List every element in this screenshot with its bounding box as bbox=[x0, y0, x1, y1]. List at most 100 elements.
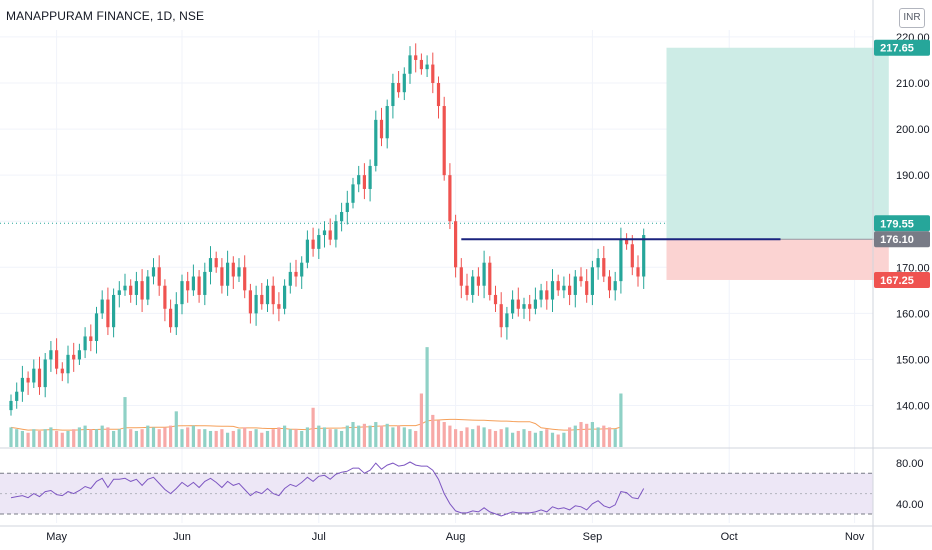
candle-body bbox=[607, 276, 612, 291]
candle-body bbox=[106, 299, 110, 328]
volume-bar bbox=[613, 429, 617, 447]
volume-bar bbox=[151, 427, 156, 447]
volume-ma-path bbox=[10, 418, 622, 431]
volume-bar bbox=[516, 430, 520, 447]
candle-body bbox=[100, 299, 104, 314]
volume-bar bbox=[254, 429, 258, 447]
volume-bar bbox=[60, 432, 64, 447]
candle-body bbox=[642, 235, 646, 277]
candle-body bbox=[157, 267, 161, 286]
candle-body bbox=[579, 276, 583, 282]
candle-body bbox=[317, 235, 321, 249]
candle-body bbox=[630, 244, 634, 268]
volume-bar bbox=[397, 425, 401, 447]
price-label-text-last: 179.55 bbox=[880, 218, 914, 230]
candle-body bbox=[568, 285, 572, 295]
candle-body bbox=[305, 239, 309, 263]
candle-body bbox=[294, 271, 298, 277]
volume-bar bbox=[408, 429, 412, 447]
volume-bar bbox=[414, 430, 418, 447]
candle-body bbox=[89, 336, 93, 342]
price-label-text-target: 217.65 bbox=[880, 43, 914, 55]
volume-bar bbox=[317, 425, 321, 447]
volume-bar bbox=[602, 425, 606, 447]
volume-bar bbox=[345, 425, 349, 447]
volume-bar bbox=[619, 393, 623, 447]
volume-bar bbox=[248, 430, 252, 447]
volume-bar bbox=[528, 430, 532, 447]
candle-body bbox=[385, 106, 389, 139]
volume-bar bbox=[340, 430, 344, 447]
candle-body bbox=[414, 55, 418, 60]
volume-bar bbox=[231, 430, 235, 447]
volume-bar bbox=[157, 429, 161, 447]
candle-body bbox=[220, 267, 224, 286]
volume-bar bbox=[351, 422, 355, 447]
candle-body bbox=[459, 267, 463, 286]
price-tick-label: 160.00 bbox=[896, 308, 930, 320]
volume-bar bbox=[66, 430, 70, 447]
candle-body bbox=[590, 267, 594, 295]
price-label-box-last bbox=[874, 215, 930, 232]
candle-body bbox=[408, 55, 412, 74]
candle-body bbox=[32, 368, 36, 383]
candle-body bbox=[55, 350, 59, 369]
candle-body bbox=[391, 82, 395, 107]
volume-bar bbox=[368, 425, 372, 447]
candle-body bbox=[112, 294, 116, 328]
price-tick-label: 150.00 bbox=[896, 354, 930, 366]
candle-body bbox=[351, 184, 355, 203]
volume-bar bbox=[49, 427, 53, 447]
volume-bar bbox=[488, 429, 492, 447]
candle-body bbox=[436, 82, 441, 107]
candle-body bbox=[402, 73, 406, 93]
volume-bar bbox=[471, 429, 475, 447]
candle-body bbox=[271, 285, 275, 305]
volume-bar bbox=[431, 414, 435, 447]
volume-bar bbox=[191, 425, 195, 447]
volume-bar bbox=[362, 423, 366, 447]
volume-bar bbox=[482, 427, 486, 447]
price-tick-label: 210.00 bbox=[896, 78, 930, 90]
volume-bar bbox=[550, 432, 555, 447]
candle-body bbox=[471, 276, 475, 295]
volume-bar bbox=[89, 429, 93, 447]
volume-bar bbox=[220, 429, 224, 447]
currency-button[interactable]: INR bbox=[899, 8, 925, 28]
volume-bar bbox=[357, 425, 361, 447]
candle-body bbox=[237, 267, 241, 277]
candle-body bbox=[72, 354, 76, 360]
volume-bar bbox=[112, 430, 116, 447]
candle-body bbox=[533, 299, 537, 309]
volume-bar bbox=[37, 430, 42, 447]
volume-bar bbox=[425, 347, 429, 447]
volume-bar bbox=[493, 430, 498, 447]
volume-bar bbox=[140, 429, 144, 447]
volume-bar bbox=[72, 429, 76, 447]
candle-body bbox=[288, 271, 292, 286]
volume-bar bbox=[505, 427, 509, 447]
candle-body bbox=[180, 281, 184, 305]
price-label-box-stop bbox=[874, 271, 930, 288]
time-tick-label: Sep bbox=[583, 531, 603, 543]
price-label-text-entry: 176.10 bbox=[880, 234, 914, 246]
candle-body bbox=[545, 290, 549, 300]
volume-bar bbox=[243, 427, 247, 447]
volume-bar bbox=[174, 411, 178, 447]
candle-body bbox=[374, 119, 378, 166]
time-tick-label: Jul bbox=[312, 531, 326, 543]
candle-body bbox=[573, 276, 577, 295]
position-zones[interactable] bbox=[666, 47, 889, 280]
volume-bar bbox=[562, 432, 566, 447]
volume-bar bbox=[442, 422, 446, 447]
candle-body bbox=[340, 212, 344, 222]
volume-bar bbox=[448, 425, 452, 447]
candle-body bbox=[488, 262, 492, 295]
time-tick-label: Oct bbox=[721, 531, 738, 543]
candle-body bbox=[60, 368, 64, 374]
volume-bar bbox=[180, 429, 184, 447]
candle-body bbox=[174, 304, 178, 328]
candle-body bbox=[322, 230, 327, 236]
candle-body bbox=[442, 106, 446, 176]
